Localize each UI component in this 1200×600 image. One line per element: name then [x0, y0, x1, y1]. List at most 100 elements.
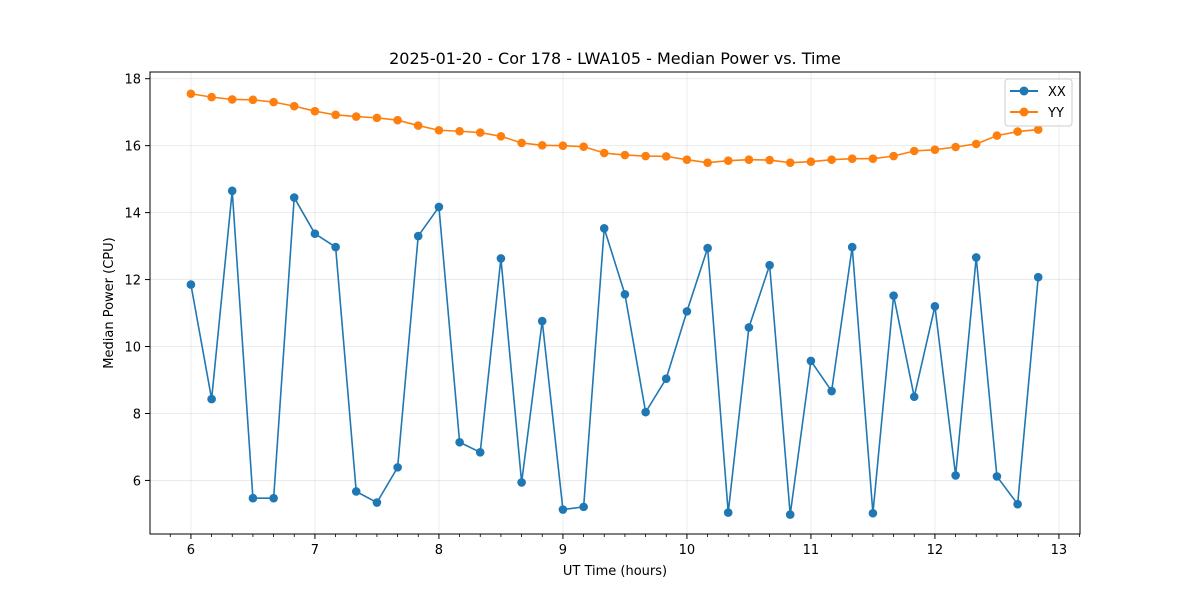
data-point-xx — [703, 243, 712, 253]
data-point-yy — [661, 152, 671, 161]
data-point-xx — [992, 472, 1002, 481]
data-point-xx — [579, 502, 588, 512]
data-point-xx — [889, 291, 898, 300]
y-tick-label: 14 — [124, 207, 141, 222]
data-point-xx — [620, 289, 630, 299]
data-point-xx — [930, 302, 940, 311]
x-tick-label: 13 — [1051, 543, 1068, 558]
data-point-yy — [289, 101, 299, 111]
data-point-yy — [744, 155, 754, 165]
data-point-xx — [641, 407, 650, 417]
data-point-yy — [269, 97, 278, 107]
data-point-xx — [723, 508, 733, 517]
data-point-yy — [641, 151, 650, 161]
data-point-yy — [889, 151, 898, 161]
data-point-xx — [413, 231, 423, 241]
data-point-yy — [455, 126, 464, 136]
series-layer — [186, 89, 1043, 519]
data-point-xx — [558, 505, 568, 514]
data-point-xx — [1013, 499, 1022, 509]
data-point-xx — [971, 253, 981, 262]
y-axis-label: Median Power (CPU) — [102, 237, 117, 368]
legend-item-xx: XX — [1010, 85, 1066, 100]
data-point-yy — [372, 113, 382, 123]
data-point-xx — [207, 394, 216, 404]
data-point-xx — [434, 202, 444, 212]
data-point-yy — [310, 106, 320, 116]
data-point-xx — [517, 478, 526, 487]
data-point-yy — [537, 141, 547, 150]
data-point-xx — [785, 510, 795, 519]
data-point-yy — [1033, 125, 1043, 134]
legend-label-yy: YY — [1047, 106, 1064, 121]
data-point-yy — [992, 131, 1002, 140]
data-point-xx — [806, 356, 816, 366]
data-point-yy — [517, 138, 526, 148]
x-axis: 6 7 8 9 10 11 12 13 — [169, 534, 1080, 558]
series-xx — [186, 186, 1043, 519]
data-point-yy — [475, 128, 485, 137]
data-point-yy — [248, 95, 258, 105]
data-point-yy — [930, 145, 940, 154]
plot-area-frame — [149, 71, 1081, 535]
legend-marker-yy — [1019, 107, 1029, 117]
x-axis-label: UT Time (hours) — [563, 564, 667, 579]
data-point-yy — [806, 157, 816, 167]
legend-item-yy: YY — [1010, 106, 1064, 121]
data-point-yy — [351, 112, 361, 121]
data-point-xx — [599, 224, 609, 233]
data-point-xx — [393, 463, 402, 472]
data-point-xx — [310, 229, 320, 238]
data-point-xx — [661, 374, 671, 383]
data-point-yy — [413, 121, 423, 130]
y-tick-label: 16 — [124, 140, 141, 155]
data-point-xx — [909, 392, 919, 402]
data-point-xx — [868, 508, 878, 518]
x-tick-label: 9 — [559, 543, 567, 558]
data-point-xx — [475, 448, 485, 457]
data-point-xx — [186, 280, 196, 289]
data-point-yy — [186, 89, 196, 99]
data-point-xx — [847, 242, 857, 252]
data-point-yy — [620, 150, 630, 160]
data-point-xx — [248, 493, 258, 503]
legend-marker-xx — [1019, 86, 1029, 96]
data-point-xx — [269, 493, 278, 503]
data-point-yy — [496, 131, 506, 141]
data-point-xx — [372, 498, 382, 507]
legend-label-xx: XX — [1048, 85, 1066, 100]
data-point-yy — [847, 154, 857, 164]
data-point-yy — [827, 155, 836, 165]
data-point-yy — [1013, 127, 1022, 136]
data-point-yy — [723, 156, 733, 166]
data-point-xx — [827, 386, 836, 396]
data-point-xx — [331, 242, 340, 252]
data-point-xx — [227, 186, 237, 196]
data-point-xx — [951, 471, 960, 480]
data-point-yy — [227, 95, 237, 104]
y-tick-label: 10 — [124, 341, 141, 356]
data-point-xx — [289, 193, 299, 202]
data-point-xx — [765, 260, 774, 270]
data-point-yy — [207, 92, 216, 102]
data-point-yy — [393, 115, 402, 125]
y-tick-label: 18 — [124, 73, 141, 88]
data-point-yy — [579, 142, 588, 151]
data-point-yy — [785, 158, 795, 168]
legend: XX YY — [1004, 78, 1073, 127]
series-yy — [186, 89, 1043, 168]
data-point-yy — [682, 155, 692, 165]
x-tick-label: 12 — [927, 543, 944, 558]
y-axis: 6 8 10 12 14 16 18 — [124, 73, 150, 489]
data-point-yy — [951, 142, 960, 152]
data-point-yy — [558, 141, 568, 150]
x-tick-label: 6 — [187, 543, 195, 558]
data-point-yy — [434, 125, 444, 135]
data-point-xx — [496, 254, 506, 263]
data-point-yy — [868, 154, 878, 164]
data-point-xx — [537, 316, 547, 326]
data-point-yy — [703, 158, 712, 168]
x-tick-label: 10 — [679, 543, 696, 558]
